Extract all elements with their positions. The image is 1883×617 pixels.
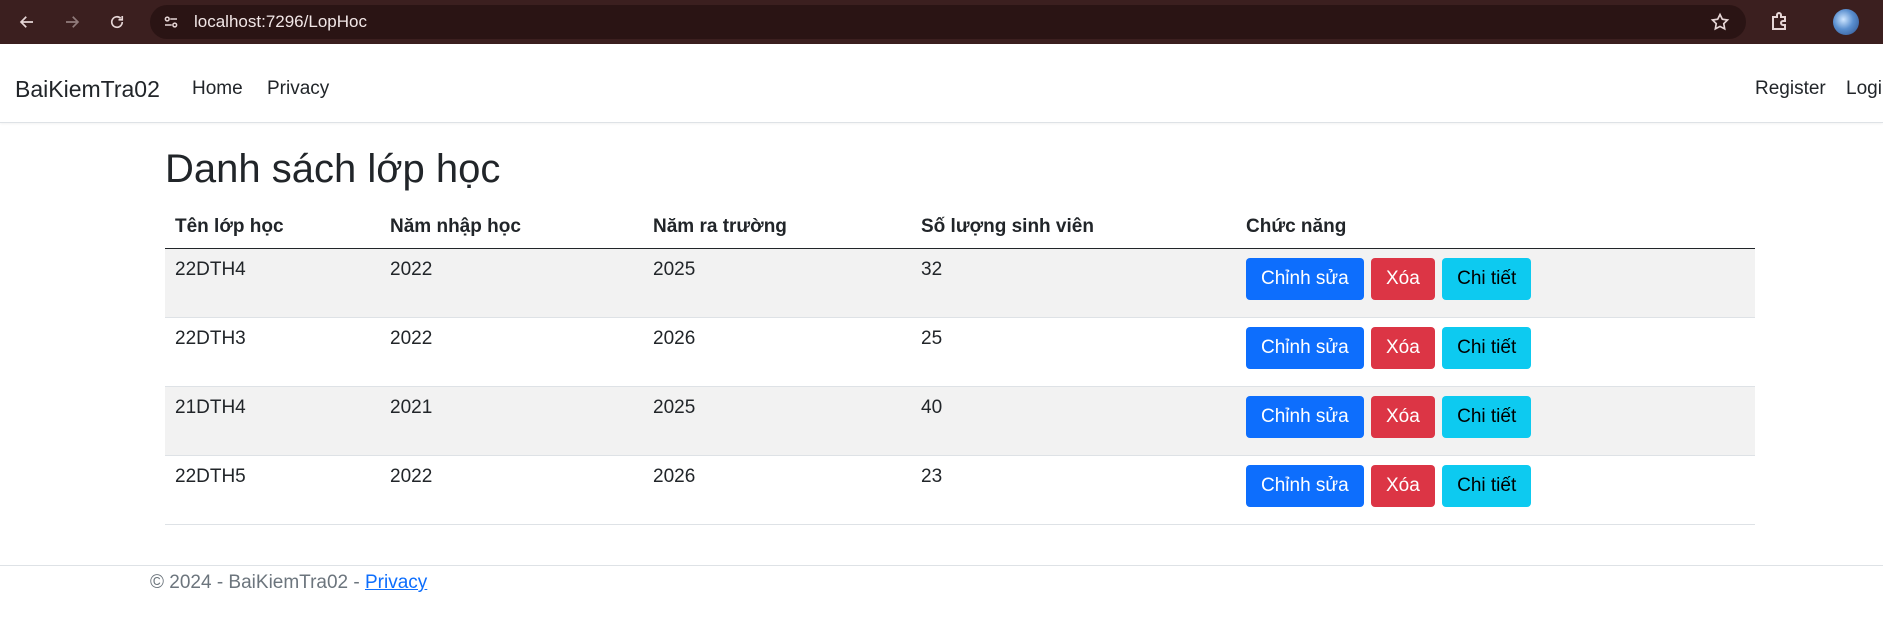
address-bar[interactable]: localhost:7296/LopHoc: [150, 5, 1746, 39]
edit-button[interactable]: Chỉnh sửa: [1246, 465, 1364, 507]
profile-avatar-icon[interactable]: [1833, 9, 1859, 35]
edit-button[interactable]: Chỉnh sửa: [1246, 327, 1364, 369]
page-title: Danh sách lớp học: [165, 147, 501, 191]
footer-copyright: © 2024 - BaiKiemTra02 -: [150, 572, 365, 593]
nav-register-link[interactable]: Register: [1755, 78, 1826, 99]
detail-button[interactable]: Chi tiết: [1442, 396, 1532, 438]
back-arrow-icon[interactable]: [13, 8, 41, 36]
nav-home-link[interactable]: Home: [192, 78, 243, 99]
cell-end-year: 2025: [643, 248, 911, 318]
cell-student-count: 40: [911, 386, 1236, 456]
delete-button[interactable]: Xóa: [1371, 258, 1435, 300]
table-row: 22DTH5 2022 2026 23 Chỉnh sửa Xóa Chi ti…: [165, 455, 1755, 525]
cell-student-count: 23: [911, 455, 1236, 525]
class-list-table: Tên lớp học Năm nhập học Năm ra trường S…: [165, 205, 1755, 525]
cell-student-count: 32: [911, 248, 1236, 318]
cell-class-name: 22DTH4: [165, 248, 380, 318]
nav-privacy-link[interactable]: Privacy: [267, 78, 330, 99]
cell-actions: Chỉnh sửa Xóa Chi tiết: [1236, 248, 1755, 318]
detail-button[interactable]: Chi tiết: [1442, 465, 1532, 507]
header-student-count: Số lượng sinh viên: [911, 205, 1236, 249]
footer-text: © 2024 - BaiKiemTra02 - Privacy: [150, 572, 427, 594]
header-class-name: Tên lớp học: [165, 205, 380, 249]
brand-link[interactable]: BaiKiemTra02: [15, 76, 160, 102]
edit-button[interactable]: Chỉnh sửa: [1246, 258, 1364, 300]
header-end-year: Năm ra trường: [643, 205, 911, 249]
delete-button[interactable]: Xóa: [1371, 465, 1435, 507]
site-info-icon[interactable]: [160, 11, 182, 33]
cell-end-year: 2026: [643, 317, 911, 387]
cell-start-year: 2021: [380, 386, 643, 456]
cell-class-name: 21DTH4: [165, 386, 380, 456]
edit-button[interactable]: Chỉnh sửa: [1246, 396, 1364, 438]
cell-start-year: 2022: [380, 317, 643, 387]
cell-start-year: 2022: [380, 248, 643, 318]
detail-button[interactable]: Chi tiết: [1442, 327, 1532, 369]
table-row: 21DTH4 2021 2025 40 Chỉnh sửa Xóa Chi ti…: [165, 386, 1755, 456]
delete-button[interactable]: Xóa: [1371, 327, 1435, 369]
header-actions: Chức năng: [1236, 205, 1755, 249]
browser-toolbar: localhost:7296/LopHoc: [0, 0, 1883, 44]
cell-actions: Chỉnh sửa Xóa Chi tiết: [1236, 386, 1755, 456]
cell-student-count: 25: [911, 317, 1236, 387]
app-navbar: BaiKiemTra02 Home Privacy Register Login: [0, 44, 1883, 123]
reload-icon[interactable]: [103, 8, 131, 36]
cell-class-name: 22DTH3: [165, 317, 380, 387]
table-row: 22DTH4 2022 2025 32 Chỉnh sửa Xóa Chi ti…: [165, 248, 1755, 318]
cell-end-year: 2026: [643, 455, 911, 525]
extensions-puzzle-icon[interactable]: [1768, 10, 1792, 34]
cell-end-year: 2025: [643, 386, 911, 456]
nav-login-link[interactable]: Login: [1846, 78, 1883, 99]
table-header-row: Tên lớp học Năm nhập học Năm ra trường S…: [165, 205, 1755, 249]
cell-actions: Chỉnh sửa Xóa Chi tiết: [1236, 317, 1755, 387]
cell-actions: Chỉnh sửa Xóa Chi tiết: [1236, 455, 1755, 525]
cell-start-year: 2022: [380, 455, 643, 525]
page-footer: © 2024 - BaiKiemTra02 - Privacy: [0, 565, 1883, 617]
cell-class-name: 22DTH5: [165, 455, 380, 525]
footer-privacy-link[interactable]: Privacy: [365, 572, 428, 593]
bookmark-star-icon[interactable]: [1710, 12, 1730, 32]
delete-button[interactable]: Xóa: [1371, 396, 1435, 438]
table-row: 22DTH3 2022 2026 25 Chỉnh sửa Xóa Chi ti…: [165, 317, 1755, 387]
main-container: Danh sách lớp học Tên lớp học Năm nhập h…: [165, 123, 1755, 525]
detail-button[interactable]: Chi tiết: [1442, 258, 1532, 300]
forward-arrow-icon[interactable]: [58, 8, 86, 36]
url-text[interactable]: localhost:7296/LopHoc: [194, 12, 367, 31]
header-start-year: Năm nhập học: [380, 205, 643, 249]
